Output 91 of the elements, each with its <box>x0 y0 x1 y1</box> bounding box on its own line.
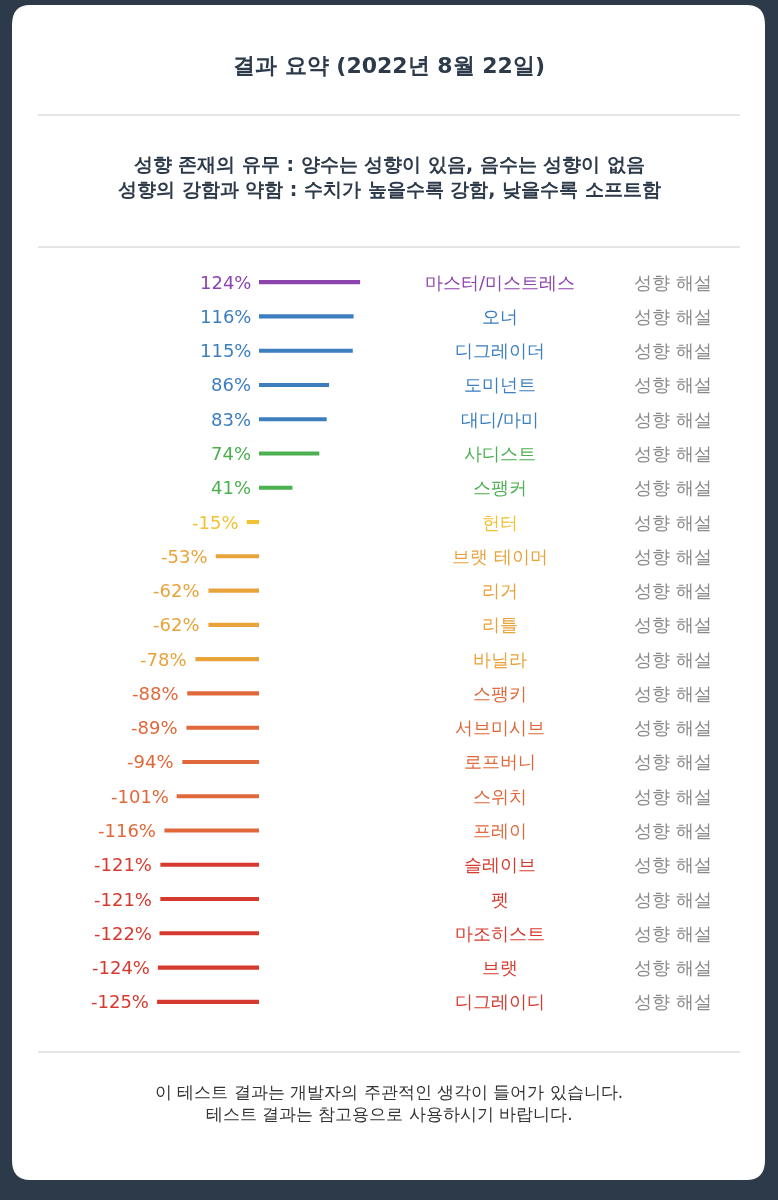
text: 성향 해설 <box>634 306 712 327</box>
bar <box>176 794 259 799</box>
bar <box>259 485 293 490</box>
data-label: 86% <box>211 374 252 395</box>
y-tick-label: 펫 <box>491 889 509 910</box>
text: 성향 해설 <box>634 546 712 567</box>
bar <box>215 554 259 559</box>
y-tick-label: 도미넌트 <box>464 374 536 395</box>
data-label: -101% <box>111 786 169 807</box>
bar <box>259 314 354 319</box>
y-tick-label: 마스터/미스트레스 <box>425 272 576 293</box>
bar <box>208 588 259 593</box>
data-label: -125% <box>91 991 149 1012</box>
data-label: -122% <box>94 923 152 944</box>
text: 성향 해설 <box>634 443 712 464</box>
data-label: -121% <box>94 854 152 875</box>
y-tick-label: 로프버니 <box>464 751 536 772</box>
bar <box>259 280 361 285</box>
bar <box>246 519 259 525</box>
y-tick-label: 사디스트 <box>464 443 536 464</box>
data-label: -78% <box>140 649 187 670</box>
data-label: -62% <box>153 580 200 601</box>
text: 성향 해설 <box>634 409 712 430</box>
data-label: -89% <box>131 717 178 738</box>
bar <box>157 999 259 1004</box>
data-label: -62% <box>153 614 200 635</box>
bar <box>160 896 259 902</box>
bar <box>187 691 259 696</box>
y-tick-label: 브랫 테이머 <box>452 546 548 567</box>
bar <box>159 931 259 936</box>
text: 성향 해설 <box>634 272 712 293</box>
text: 성향 해설 <box>634 820 712 841</box>
y-tick-label: 디그레이더 <box>455 340 545 361</box>
y-tick-label: 슬레이브 <box>464 854 536 875</box>
text: 성향 해설 <box>634 717 712 738</box>
y-tick-label: 헌터 <box>482 512 518 533</box>
chart-title: 결과 요약 (2022년 8월 22일) <box>233 52 545 78</box>
text: 성향 해설 <box>634 683 712 704</box>
data-label: -15% <box>192 512 239 533</box>
bar <box>164 828 259 833</box>
bar <box>195 657 259 662</box>
y-tick-label: 오너 <box>482 306 518 327</box>
data-label: 74% <box>211 443 252 464</box>
text: 이 테스트 결과는 개발자의 주관적인 생각이 들어가 있습니다. 테스트 결과는 참고용으로 사용하시기 바랍니다. <box>155 1082 624 1125</box>
y-tick-label: 브랫 <box>482 957 518 978</box>
text: 성향 해설 <box>634 751 712 772</box>
y-tick-label: 스팽커 <box>473 477 527 498</box>
data-label: 115% <box>200 340 252 361</box>
text: 성향 해설 <box>634 340 712 361</box>
y-tick-label: 스팽키 <box>473 683 527 704</box>
y-tick-label: 바닐라 <box>473 649 527 670</box>
data-label: 124% <box>200 272 252 293</box>
text: 성향 해설 <box>634 580 712 601</box>
chart-subtitle: 성향 존재의 유무 : 양수는 성향이 있음, 음수는 성향이 없음 성향의 강함과 약함 : 수치가 높을수록 강함, 낮을수록 소프트함 <box>118 153 661 200</box>
bar <box>259 348 353 353</box>
y-tick-label: 디그레이디 <box>455 991 545 1012</box>
text: 성향 해설 <box>634 374 712 395</box>
y-tick-label: 리거 <box>482 580 518 601</box>
data-label: 116% <box>200 306 252 327</box>
data-label: -88% <box>132 683 179 704</box>
bar <box>157 965 259 970</box>
bar <box>182 759 259 765</box>
bar <box>259 382 330 388</box>
text: 성향 해설 <box>634 649 712 670</box>
y-tick-label: 서브미시브 <box>455 717 545 738</box>
data-label: 41% <box>211 477 252 498</box>
data-label: -121% <box>94 889 152 910</box>
bar <box>259 417 327 422</box>
data-label: 83% <box>211 409 252 430</box>
data-label: -53% <box>161 546 208 567</box>
data-label: -116% <box>98 820 156 841</box>
y-tick-label: 마조히스트 <box>455 923 545 944</box>
bar <box>186 725 259 730</box>
text: 성향 해설 <box>634 614 712 635</box>
y-tick-label: 리틀 <box>482 614 518 635</box>
text: 성향 해설 <box>634 923 712 944</box>
text: 성향 해설 <box>634 957 712 978</box>
text: 성향 해설 <box>634 991 712 1012</box>
data-label: -94% <box>127 751 174 772</box>
text: 성향 해설 <box>634 889 712 910</box>
bar <box>208 622 259 627</box>
bar <box>160 862 259 867</box>
y-tick-label: 프레이 <box>473 820 527 841</box>
text: 성향 해설 <box>634 854 712 875</box>
text: 성향 해설 <box>634 512 712 533</box>
text: 성향 해설 <box>634 786 712 807</box>
bar <box>259 451 320 456</box>
y-tick-label: 대디/마미 <box>461 409 540 430</box>
data-label: -124% <box>92 957 150 978</box>
y-tick-label: 스위치 <box>473 786 527 807</box>
text: 성향 해설 <box>634 477 712 498</box>
